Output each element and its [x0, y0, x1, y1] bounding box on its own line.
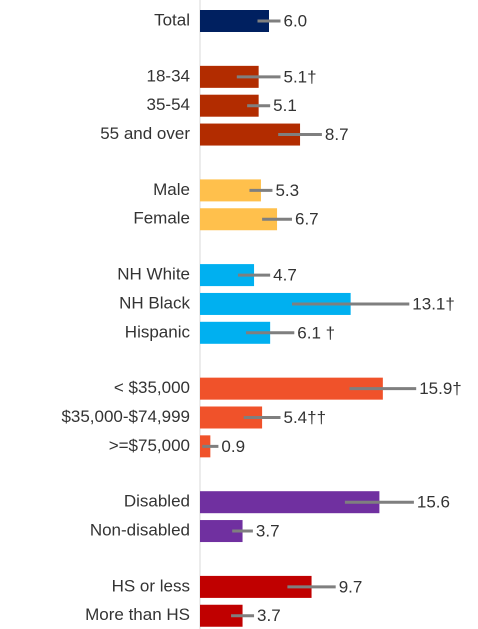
bar [200, 491, 380, 514]
bar [200, 604, 243, 627]
bar [200, 321, 271, 344]
category-label: >=$75,000 [109, 436, 190, 455]
bar [200, 123, 301, 146]
bar [200, 65, 259, 88]
bar [200, 292, 351, 315]
category-label: 35-54 [147, 95, 190, 114]
category-label: Female [133, 209, 190, 228]
value-label: 13.1† [412, 294, 455, 313]
category-label: 55 and over [100, 124, 190, 143]
value-label: 5.4†† [284, 408, 327, 427]
bar [200, 264, 255, 287]
category-label: Disabled [124, 492, 190, 511]
category-label: Male [153, 180, 190, 199]
value-label: 5.1 [273, 96, 297, 115]
value-label: 9.7 [339, 577, 363, 596]
bar [200, 575, 312, 598]
bar [200, 10, 269, 32]
value-label: 6.0 [284, 11, 308, 30]
value-label: 4.7 [273, 266, 297, 285]
category-label: NH Black [119, 293, 190, 312]
bar [200, 208, 278, 231]
value-label: 5.1† [284, 67, 317, 86]
value-label: 5.3 [275, 181, 299, 200]
category-label: NH White [117, 265, 190, 284]
value-label: 6.1 † [297, 323, 335, 342]
bar [200, 520, 243, 543]
bar [200, 406, 263, 429]
bar [200, 94, 259, 117]
value-label: 3.7 [257, 606, 281, 625]
value-label: 6.7 [295, 210, 319, 229]
category-label: Total [154, 10, 190, 29]
category-label: Non-disabled [90, 521, 190, 540]
category-label: HS or less [112, 576, 190, 595]
bar [200, 179, 261, 202]
category-label: < $35,000 [114, 378, 190, 397]
value-label: 15.9† [419, 379, 462, 398]
value-label: 15.6 [417, 493, 450, 512]
category-label: More than HS [85, 605, 190, 624]
value-label: 0.9 [221, 437, 245, 456]
bar [200, 377, 383, 400]
category-label: Hispanic [125, 322, 191, 341]
category-label: $35,000-$74,999 [61, 407, 190, 426]
value-label: 3.7 [256, 522, 280, 541]
value-label: 8.7 [325, 125, 349, 144]
category-label: 18-34 [147, 66, 190, 85]
